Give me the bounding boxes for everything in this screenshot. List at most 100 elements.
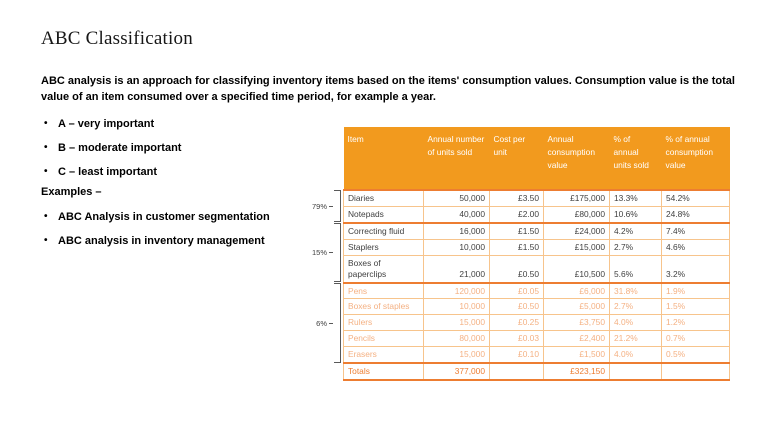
examples-label: Examples – — [41, 186, 102, 198]
bullet-item: B – moderate important — [43, 142, 181, 154]
table-cell: £0.05 — [489, 281, 544, 300]
table-cell: 24.8% — [661, 205, 730, 224]
table-cell: Pens — [343, 281, 424, 300]
page-title: ABC Classification — [41, 28, 193, 49]
table-cell: 1.5% — [661, 298, 730, 316]
table-cell: Correcting fluid — [343, 221, 424, 240]
table-row: Correcting fluid 16,000 £1.50 £24,000 4.2% 7.… — [343, 221, 730, 240]
column-header: Cost per unit — [489, 127, 544, 190]
table-cell: 5.6% — [609, 254, 662, 284]
table-cell — [609, 362, 662, 382]
table-cell: 377,000 — [423, 362, 490, 382]
table-cell: 0.7% — [661, 330, 730, 348]
table-cell: 40,000 — [423, 205, 490, 224]
bullet-item: ABC Analysis in customer segmentation — [43, 211, 270, 223]
table-cell: Erasers — [343, 346, 424, 364]
table-cell: 80,000 — [423, 330, 490, 348]
table-cell: Boxes of paperclips — [343, 254, 424, 284]
table-cell: Notepads — [343, 205, 424, 224]
importance-bullet-list: A – very important B – moderate important… — [43, 118, 181, 190]
table-cell: 7.4% — [661, 221, 730, 240]
column-header: Item — [343, 127, 424, 190]
table-cell: 1.2% — [661, 314, 730, 332]
table-cell: 31.8% — [609, 281, 662, 300]
group-bracket: 6% — [296, 283, 341, 363]
table-cell: £24,000 — [543, 221, 610, 240]
table-cell: 50,000 — [423, 188, 490, 207]
table-row: Erasers 15,000 £0.10 £1,500 4.0% 0.5% — [343, 346, 730, 364]
table-cell: 21,000 — [423, 254, 490, 284]
table-cell: 3.2% — [661, 254, 730, 284]
table-cell: £175,000 — [543, 188, 610, 207]
table-cell: Totals — [343, 362, 424, 382]
bracket-shape — [334, 283, 341, 363]
bracket-label: 79% — [311, 201, 327, 211]
table-cell: 13.3% — [609, 188, 662, 207]
column-header: % of annual consumption value — [661, 127, 730, 190]
table-cell: Staplers — [343, 238, 424, 256]
bracket-connector — [329, 205, 333, 207]
table-cell — [489, 362, 544, 382]
table-cell: 10,000 — [423, 298, 490, 316]
table-cell: 4.2% — [609, 221, 662, 240]
table-cell: 0.5% — [661, 346, 730, 364]
table-cell: £0.03 — [489, 330, 544, 348]
table-row: Staplers 10,000 £1.50 £15,000 2.7% 4.6% — [343, 238, 730, 256]
bracket-label: 15% — [311, 248, 327, 257]
table-row: Boxes of staples 10,000 £0.50 £5,000 2.7% 1.5… — [343, 298, 730, 316]
table-row: Pens 120,000 £0.05 £6,000 31.8% 1.9% — [343, 281, 730, 300]
examples-bullet-list: ABC Analysis in customer segmentation ABC… — [43, 211, 270, 259]
table-cell: £1.50 — [489, 221, 544, 240]
table-cell: 120,000 — [423, 281, 490, 300]
table-cell: £2,400 — [543, 330, 610, 348]
table-cell: £2.00 — [489, 205, 544, 224]
table-cell: 16,000 — [423, 221, 490, 240]
table-cell: £15,000 — [543, 238, 610, 256]
table-cell: 15,000 — [423, 314, 490, 332]
table-cell: £0.50 — [489, 254, 544, 284]
table-cell: 2.7% — [609, 298, 662, 316]
bracket-shape — [334, 223, 341, 282]
bullet-item: C – least important — [43, 166, 181, 178]
table-cell: £0.50 — [489, 298, 544, 316]
table-cell: £0.10 — [489, 346, 544, 364]
bracket-connector — [329, 252, 333, 253]
table-cell: £10,500 — [543, 254, 610, 284]
table-cell: 54.2% — [661, 188, 730, 207]
table-row: Boxes of paperclips 21,000 £0.50 £10,500 5.6… — [343, 254, 730, 284]
table-cell: Rulers — [343, 314, 424, 332]
group-bracket: 15% — [296, 223, 341, 282]
bracket-shape — [334, 190, 341, 222]
bracket-connector — [329, 322, 333, 324]
table-cell: 4.0% — [609, 314, 662, 332]
table-cell: 4.0% — [609, 346, 662, 364]
header-row: Item Annual number of units sold Cost per … — [343, 127, 730, 190]
column-header: Annual number of units sold — [423, 127, 490, 190]
table-cell: 4.6% — [661, 238, 730, 256]
table-cell: Boxes of staples — [343, 298, 424, 316]
column-header: % of annual units sold — [609, 127, 662, 190]
table-cell: £323,150 — [543, 362, 610, 382]
table-row: Rulers 15,000 £0.25 £3,750 4.0% 1.2% — [343, 314, 730, 332]
table-row: Diaries 50,000 £3.50 £175,000 13.3% 54.2% — [343, 188, 730, 207]
abc-table-container: Item Annual number of units sold Cost per … — [312, 127, 730, 382]
table-cell: 21.2% — [609, 330, 662, 348]
table-cell: 2.7% — [609, 238, 662, 256]
table-cell: Diaries — [343, 188, 424, 207]
table-row: Pencils 80,000 £0.03 £2,400 21.2% 0.7% — [343, 330, 730, 348]
bullet-item: A – very important — [43, 118, 181, 130]
table-cell: £0.25 — [489, 314, 544, 332]
table-cell: £6,000 — [543, 281, 610, 300]
table-cell: £5,000 — [543, 298, 610, 316]
table-cell: £80,000 — [543, 205, 610, 224]
group-bracket: 79% — [296, 190, 341, 222]
table-cell: 15,000 — [423, 346, 490, 364]
table-cell: 10,000 — [423, 238, 490, 256]
table-cell: Pencils — [343, 330, 424, 348]
table-cell: £3,750 — [543, 314, 610, 332]
column-header: Annual consumption value — [543, 127, 610, 190]
table-cell: £1,500 — [543, 346, 610, 364]
bullet-item: ABC analysis in inventory management — [43, 235, 270, 247]
table-cell: 1.9% — [661, 281, 730, 300]
